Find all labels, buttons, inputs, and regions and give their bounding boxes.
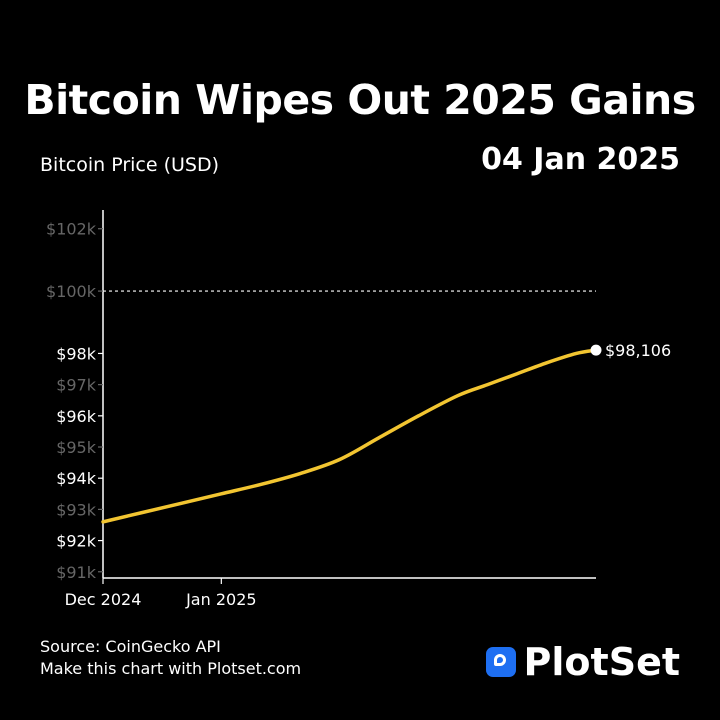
y-tick-label: $91k: [56, 563, 97, 582]
x-tick-label: Dec 2024: [65, 590, 142, 609]
footer: Source: CoinGecko API Make this chart wi…: [40, 636, 301, 680]
end-value-label: $98,106: [605, 341, 671, 360]
y-tick-label: $102k: [46, 220, 97, 239]
y-tick-label: $95k: [56, 438, 97, 457]
y-tick-label: $92k: [56, 532, 97, 551]
source-note: Source: CoinGecko API: [40, 637, 221, 656]
price-line: [101, 348, 598, 524]
brand-name: PlotSet: [523, 640, 680, 684]
chart-title: Bitcoin Wipes Out 2025 Gains: [24, 76, 696, 124]
y-tick-label: $97k: [56, 376, 97, 395]
y-tick-label: $94k: [56, 469, 97, 488]
plotset-logo-icon: [485, 647, 516, 677]
x-tick-label: Jan 2025: [185, 590, 256, 609]
y-tick-label: $100k: [46, 282, 97, 301]
date-label: 04 Jan 2025: [481, 142, 680, 177]
plotset-logo: PlotSet: [485, 640, 680, 684]
y-tick-label: $93k: [56, 500, 97, 519]
y-tick-label: $98k: [56, 344, 97, 363]
chart-area: $91k $92k $93k $94k $95k $96k $97k $98k $100k $10…: [46, 210, 671, 609]
y-tick-label: $96k: [56, 407, 97, 426]
y-axis-title: Bitcoin Price (USD): [40, 154, 220, 176]
end-point-marker: [590, 344, 602, 356]
plotset-cta: Make this chart with Plotset.com: [40, 659, 302, 678]
